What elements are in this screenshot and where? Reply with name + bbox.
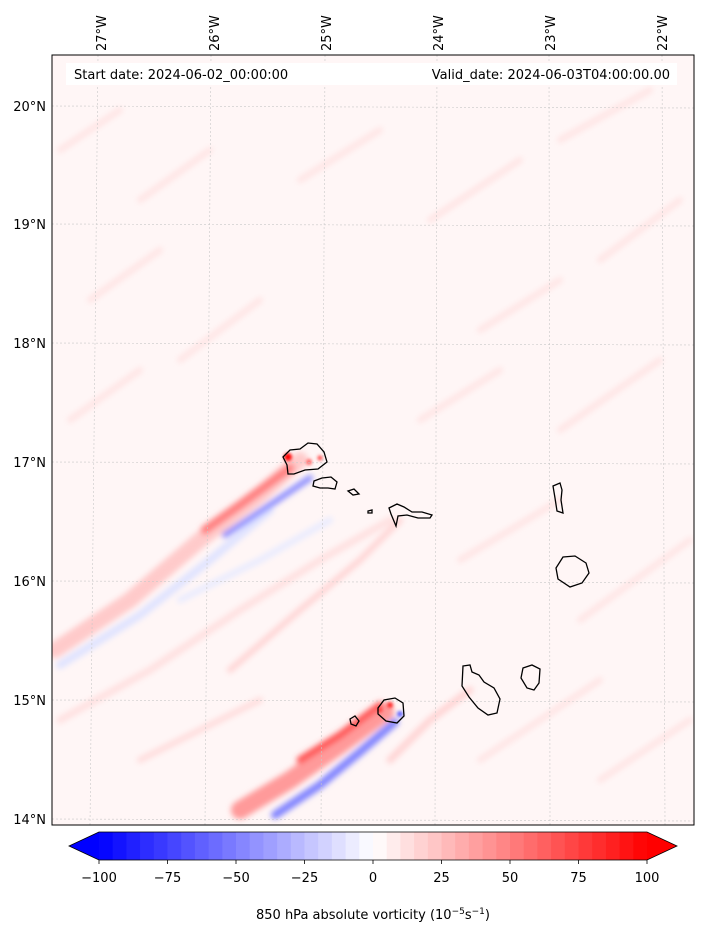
- colorbar-cell: [578, 832, 593, 860]
- lon-label-26w: 26°W: [208, 15, 223, 51]
- gridlines: [52, 55, 694, 825]
- colorbar-tick-label: 0: [369, 871, 377, 886]
- lat-label-18n: 18°N: [13, 337, 46, 352]
- island-sao-nicolau: [388, 503, 434, 529]
- map-frame: [51, 54, 695, 826]
- lat-label-20n: 20°N: [13, 100, 46, 115]
- colorbar-cell: [290, 832, 306, 860]
- colorbar-cell: [427, 832, 443, 860]
- colorbar-cell: [345, 832, 360, 860]
- colorbar-cell: [331, 832, 347, 860]
- colorbar-cell: [112, 832, 127, 860]
- colorbar-ticks: −100 −75 −50 −25 0 25 50 75 100: [81, 860, 659, 886]
- colorbar-cell: [400, 832, 415, 860]
- vorticity-field: [52, 55, 694, 825]
- colorbar-tick-label: 75: [570, 871, 587, 886]
- colorbar-cell: [633, 832, 648, 860]
- island-coastlines: [282, 442, 590, 727]
- colorbar-cell: [441, 832, 456, 860]
- island-hotspots: [284, 453, 403, 717]
- north-wake: [52, 452, 403, 724]
- colorbar-tick-label: −100: [81, 871, 117, 886]
- colorbar-cell: [208, 832, 223, 860]
- colorbar-cell: [167, 832, 182, 860]
- colorbar-label: 850 hPa absolute vorticity (10−5s−1): [256, 907, 490, 923]
- colorbar-tick-label: −50: [222, 871, 249, 886]
- info-box: [66, 63, 677, 85]
- island-maio: [520, 664, 541, 691]
- lat-label-16n: 16°N: [13, 575, 46, 590]
- valid-date-label: Valid_date: 2024-06-03T04:00:00.00: [432, 68, 670, 83]
- island-sal: [552, 482, 564, 514]
- colorbar-cell: [222, 832, 237, 860]
- latitude-labels: 20°N 19°N 18°N 17°N 16°N 15°N 14°N: [13, 100, 46, 828]
- island-santiago: [461, 664, 501, 716]
- colorbar-cell: [153, 832, 169, 860]
- colorbar-cell: [126, 832, 141, 860]
- colorbar-cell: [605, 832, 621, 860]
- colorbar-tick-label: 50: [502, 871, 519, 886]
- colorbar-cell: [496, 832, 511, 860]
- colorbar-cell: [318, 832, 333, 860]
- colorbar-cell: [386, 832, 401, 860]
- colorbar-cell: [373, 832, 388, 860]
- colorbar-min-extend: [69, 832, 99, 860]
- island-boa-vista: [555, 555, 590, 588]
- lat-label-19n: 19°N: [13, 218, 46, 233]
- colorbar-cell: [249, 832, 264, 860]
- colorbar-tick-label: 25: [433, 871, 450, 886]
- colorbar-cell: [619, 832, 634, 860]
- colorbar-cell: [304, 832, 319, 860]
- island-branco: [367, 509, 373, 514]
- colorbar-cell: [468, 832, 484, 860]
- lon-label-25w: 25°W: [320, 15, 335, 51]
- colorbar: −100 −75 −50 −25 0 25 50 75 100 850 hPa absolute…: [68, 831, 678, 923]
- colorbar-cell: [99, 832, 114, 860]
- colorbar-cell: [414, 832, 429, 860]
- colorbar-max-extend: [647, 832, 677, 860]
- colorbar-cell: [236, 832, 251, 860]
- lon-label-24w: 24°W: [432, 15, 447, 51]
- colorbar-cell: [523, 832, 538, 860]
- island-brava: [349, 715, 360, 727]
- colorbar-cell: [194, 832, 210, 860]
- colorbar-cell: [181, 832, 196, 860]
- colorbar-cell: [537, 832, 552, 860]
- longitude-labels: 27°W 26°W 25°W 24°W 23°W 22°W: [95, 15, 671, 51]
- colorbar-cell: [140, 832, 155, 860]
- lat-label-14n: 14°N: [13, 813, 46, 828]
- background-streaks: [57, 87, 693, 783]
- colorbar-tick-label: 100: [635, 871, 660, 886]
- island-santa-luzia: [346, 488, 361, 496]
- colorbar-cell: [277, 832, 292, 860]
- island-fogo: [377, 697, 405, 724]
- colorbar-cells: [99, 832, 648, 860]
- island-sao-vicente: [312, 476, 338, 490]
- lon-label-22w: 22°W: [656, 15, 671, 51]
- island-santo-antao: [282, 442, 328, 475]
- start-date-label: Start date: 2024-06-02_00:00:00: [74, 68, 288, 83]
- colorbar-cell: [263, 832, 278, 860]
- lon-label-27w: 27°W: [95, 15, 110, 51]
- lat-label-17n: 17°N: [13, 456, 46, 471]
- colorbar-cell: [551, 832, 566, 860]
- colorbar-tick-label: −25: [291, 871, 318, 886]
- colorbar-cell: [482, 832, 497, 860]
- colorbar-tick-label: −75: [154, 871, 181, 886]
- lon-label-23w: 23°W: [544, 15, 559, 51]
- south-wake: [137, 686, 474, 819]
- colorbar-cell: [592, 832, 607, 860]
- lat-label-15n: 15°N: [13, 694, 46, 709]
- colorbar-cell: [359, 832, 374, 860]
- colorbar-cell: [564, 832, 580, 860]
- colorbar-cell: [510, 832, 525, 860]
- colorbar-cell: [455, 832, 470, 860]
